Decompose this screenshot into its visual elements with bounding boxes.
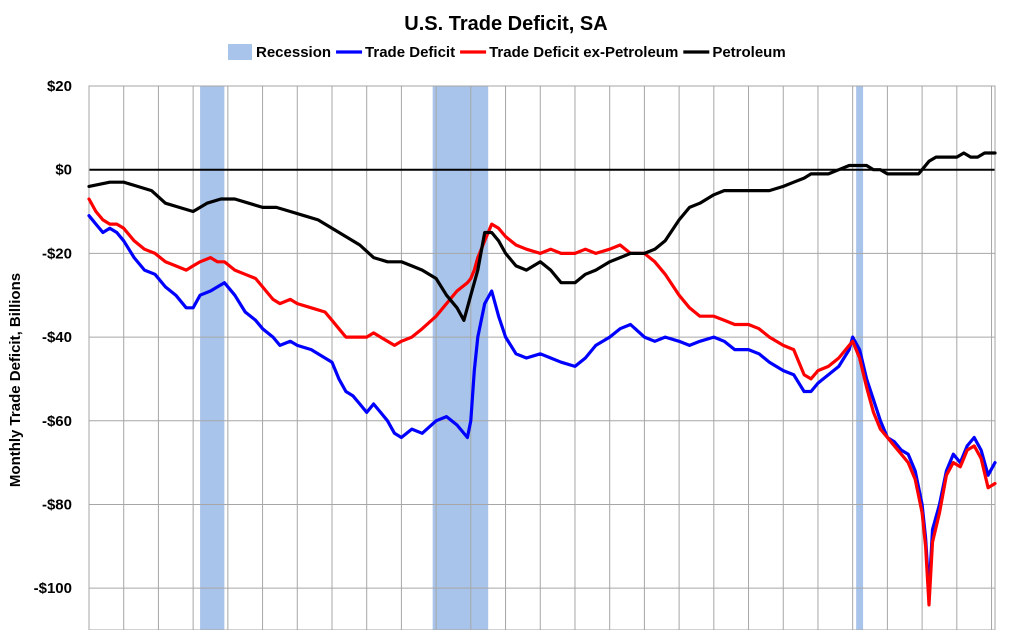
- y-tick-label: -$40: [42, 329, 72, 346]
- legend-label: Trade Deficit ex-Petroleum: [489, 44, 678, 61]
- plot-border: [88, 85, 996, 630]
- y-tick-label: -$60: [42, 413, 72, 430]
- series-line-trade-deficit: [87, 214, 997, 594]
- y-tick-label: $0: [55, 162, 72, 179]
- legend-label: Recession: [256, 44, 331, 61]
- y-tick-label: -$20: [42, 245, 72, 262]
- legend-label: Petroleum: [712, 44, 785, 61]
- gridlines: [88, 85, 996, 630]
- y-axis-title: Monthly Trade Deficit, Billions: [7, 273, 24, 487]
- y-tick-label: -$80: [42, 496, 72, 513]
- recession-band-2: [432, 86, 489, 630]
- series-line-trade-deficit-ex-petroleum: [87, 197, 997, 607]
- recession-band-1: [200, 86, 225, 630]
- series-line-petroleum: [87, 151, 997, 322]
- series-lines: [87, 151, 997, 607]
- y-axis-ticks: $20 $0 -$20 -$40 -$60 -$80 -$100: [34, 78, 72, 597]
- y-tick-label: $20: [47, 78, 72, 95]
- legend-label: Trade Deficit: [365, 44, 455, 61]
- legend-swatch-recession: [228, 44, 252, 60]
- legend: Recession Trade Deficit Trade Deficit ex-P…: [228, 44, 786, 61]
- chart-title: U.S. Trade Deficit, SA: [404, 13, 607, 35]
- y-tick-label: -$100: [34, 580, 72, 597]
